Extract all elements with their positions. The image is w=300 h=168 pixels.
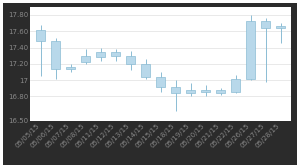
Bar: [111, 52, 120, 56]
Bar: [276, 26, 285, 28]
Bar: [126, 56, 135, 64]
Bar: [141, 64, 150, 77]
Bar: [66, 67, 75, 69]
Bar: [186, 90, 195, 93]
Bar: [216, 90, 225, 93]
Bar: [201, 90, 210, 92]
Bar: [261, 21, 270, 28]
Bar: [171, 87, 180, 93]
Bar: [51, 41, 60, 69]
Bar: [36, 30, 45, 41]
Bar: [246, 21, 255, 78]
Bar: [96, 52, 105, 57]
Bar: [231, 78, 240, 92]
Bar: [156, 77, 165, 87]
Bar: [81, 56, 90, 62]
